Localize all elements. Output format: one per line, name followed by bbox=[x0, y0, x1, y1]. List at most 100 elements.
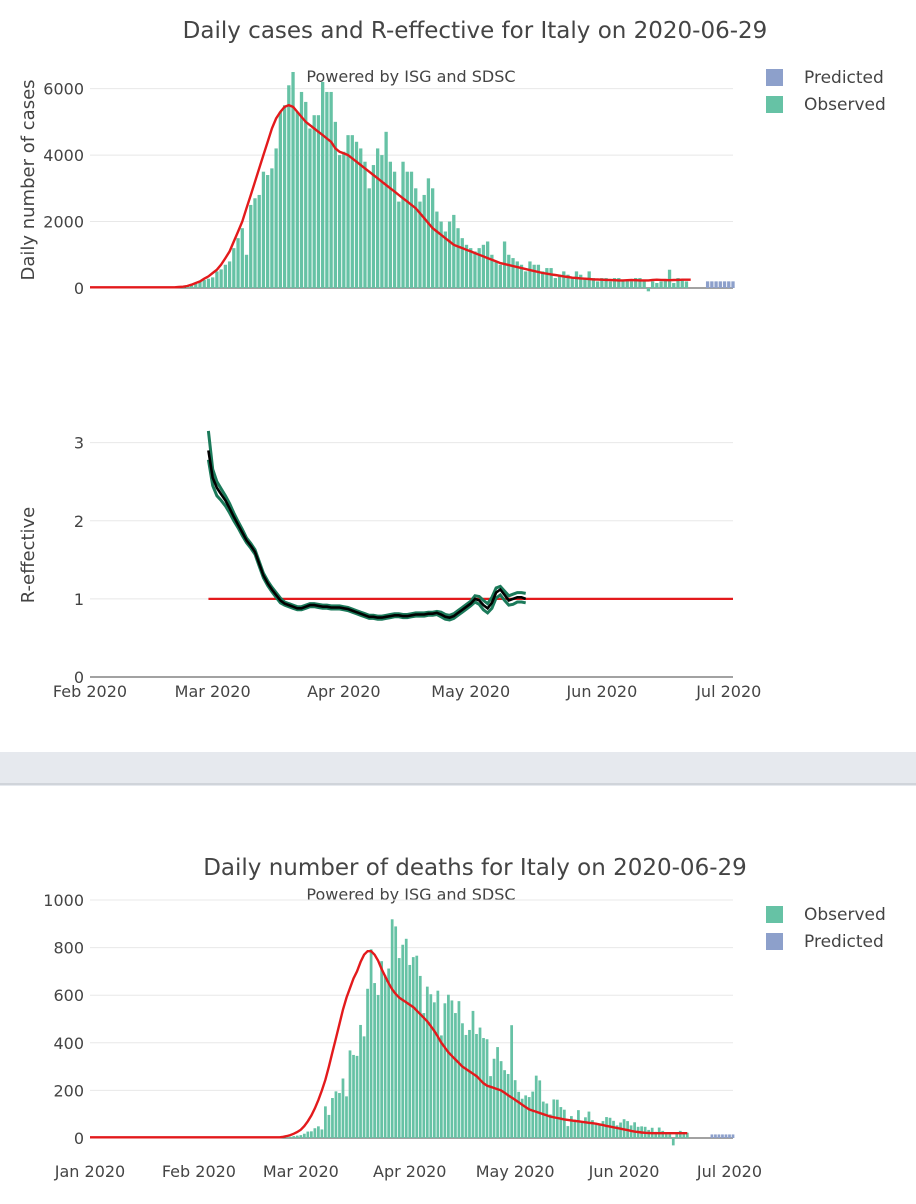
deaths-observed-bar[interactable] bbox=[461, 1023, 464, 1138]
cases-observed-bar[interactable] bbox=[274, 148, 277, 288]
deaths-observed-bar[interactable] bbox=[310, 1131, 313, 1138]
cases-observed-bar[interactable] bbox=[494, 261, 497, 288]
deaths-observed-bar[interactable] bbox=[387, 969, 390, 1138]
deaths-observed-bar[interactable] bbox=[377, 995, 380, 1138]
cases-observed-bar[interactable] bbox=[313, 115, 316, 288]
cases-predicted-bar[interactable] bbox=[706, 281, 709, 288]
deaths-observed-bar[interactable] bbox=[510, 1025, 513, 1138]
deaths-observed-bar[interactable] bbox=[507, 1074, 510, 1138]
cases-observed-bar[interactable] bbox=[224, 265, 227, 288]
deaths-observed-bar[interactable] bbox=[528, 1097, 531, 1138]
deaths-observed-bar[interactable] bbox=[415, 956, 418, 1138]
cases-observed-bar[interactable] bbox=[473, 251, 476, 288]
cases-observed-bar[interactable] bbox=[211, 277, 214, 288]
deaths-observed-bar[interactable] bbox=[588, 1112, 591, 1138]
cases-observed-bar[interactable] bbox=[317, 115, 320, 288]
cases-observed-bar[interactable] bbox=[533, 265, 536, 288]
deaths-observed-bar[interactable] bbox=[331, 1098, 334, 1138]
cases-observed-bar[interactable] bbox=[414, 188, 417, 288]
deaths-observed-bar[interactable] bbox=[352, 1055, 355, 1138]
cases-observed-bar[interactable] bbox=[571, 278, 574, 288]
deaths-observed-bar[interactable] bbox=[429, 994, 432, 1138]
cases-observed-bar[interactable] bbox=[262, 172, 265, 288]
cases-observed-bar[interactable] bbox=[528, 261, 531, 288]
cases-observed-bar[interactable] bbox=[384, 132, 387, 288]
cases-observed-bar[interactable] bbox=[456, 228, 459, 288]
cases-observed-bar[interactable] bbox=[435, 212, 438, 288]
deaths-predicted-bar[interactable] bbox=[732, 1134, 735, 1138]
cases-observed-bar[interactable] bbox=[621, 281, 624, 288]
deaths-predicted-bar[interactable] bbox=[714, 1134, 717, 1138]
deaths-observed-bar[interactable] bbox=[419, 976, 422, 1138]
deaths-observed-bar[interactable] bbox=[535, 1076, 538, 1138]
deaths-observed-bar[interactable] bbox=[426, 987, 429, 1138]
deaths-observed-bar[interactable] bbox=[524, 1095, 527, 1138]
cases-observed-bar[interactable] bbox=[266, 175, 269, 288]
deaths-observed-bar[interactable] bbox=[349, 1050, 352, 1138]
deaths-observed-bar[interactable] bbox=[595, 1124, 598, 1138]
deaths-observed-bar[interactable] bbox=[370, 949, 373, 1138]
deaths-observed-bar[interactable] bbox=[405, 939, 408, 1138]
cases-observed-bar[interactable] bbox=[279, 112, 282, 288]
cases-observed-bar[interactable] bbox=[241, 228, 244, 288]
cases-observed-bar[interactable] bbox=[452, 215, 455, 288]
cases-observed-bar[interactable] bbox=[376, 148, 379, 288]
cases-observed-bar[interactable] bbox=[270, 168, 273, 288]
cases-observed-bar[interactable] bbox=[236, 238, 239, 288]
cases-observed-bar[interactable] bbox=[359, 148, 362, 288]
deaths-observed-bar[interactable] bbox=[408, 965, 411, 1138]
cases-observed-bar[interactable] bbox=[427, 178, 430, 288]
deaths-observed-bar[interactable] bbox=[468, 1030, 471, 1138]
deaths-observed-bar[interactable] bbox=[292, 1136, 295, 1138]
cases-observed-bar[interactable] bbox=[219, 269, 222, 288]
deaths-observed-bar[interactable] bbox=[479, 1028, 482, 1138]
cases-observed-bar[interactable] bbox=[245, 255, 248, 288]
cases-observed-bar[interactable] bbox=[596, 281, 599, 288]
cases-observed-bar[interactable] bbox=[368, 188, 371, 288]
cases-observed-bar[interactable] bbox=[304, 102, 307, 288]
cases-observed-bar[interactable] bbox=[668, 270, 671, 288]
deaths-observed-bar[interactable] bbox=[679, 1131, 682, 1138]
deaths-observed-bar[interactable] bbox=[493, 1059, 496, 1138]
cases-observed-bar[interactable] bbox=[511, 258, 514, 288]
deaths-observed-bar[interactable] bbox=[458, 1001, 461, 1138]
deaths-observed-bar[interactable] bbox=[619, 1123, 622, 1138]
cases-observed-bar[interactable] bbox=[630, 281, 633, 288]
cases-predicted-bar[interactable] bbox=[727, 281, 730, 288]
deaths-predicted-bar[interactable] bbox=[711, 1134, 714, 1138]
cases-predicted-bars[interactable] bbox=[706, 281, 735, 288]
deaths-observed-bar[interactable] bbox=[496, 1047, 499, 1138]
deaths-observed-bar[interactable] bbox=[475, 1034, 478, 1138]
cases-observed-bar[interactable] bbox=[401, 162, 404, 288]
deaths-observed-bar[interactable] bbox=[500, 1061, 503, 1138]
deaths-observed-bar[interactable] bbox=[454, 1013, 457, 1138]
deaths-observed-bar[interactable] bbox=[384, 975, 387, 1138]
cases-observed-bar[interactable] bbox=[393, 172, 396, 288]
cases-observed-bar[interactable] bbox=[283, 105, 286, 288]
deaths-predicted-bar[interactable] bbox=[721, 1134, 724, 1138]
deaths-observed-bar[interactable] bbox=[514, 1080, 517, 1138]
deaths-observed-bar[interactable] bbox=[602, 1121, 605, 1138]
deaths-observed-bar[interactable] bbox=[363, 1036, 366, 1138]
deaths-observed-bar[interactable] bbox=[574, 1119, 577, 1138]
cases-observed-bar[interactable] bbox=[228, 261, 231, 288]
cases-observed-bar[interactable] bbox=[380, 155, 383, 288]
deaths-predicted-bars[interactable] bbox=[711, 1134, 735, 1138]
cases-observed-bar[interactable] bbox=[253, 198, 256, 288]
cases-observed-bar[interactable] bbox=[575, 271, 578, 288]
cases-observed-bar[interactable] bbox=[469, 248, 472, 288]
deaths-predicted-bar[interactable] bbox=[728, 1134, 731, 1138]
deaths-observed-bar[interactable] bbox=[672, 1138, 675, 1145]
deaths-observed-bar[interactable] bbox=[422, 1013, 425, 1138]
deaths-observed-bar[interactable] bbox=[436, 991, 439, 1138]
cases-observed-bar[interactable] bbox=[609, 281, 612, 288]
cases-observed-bar[interactable] bbox=[579, 275, 582, 288]
deaths-observed-bar[interactable] bbox=[398, 958, 401, 1138]
deaths-observed-bar[interactable] bbox=[447, 995, 450, 1138]
deaths-observed-bar[interactable] bbox=[517, 1092, 520, 1138]
deaths-observed-bar[interactable] bbox=[444, 1003, 447, 1138]
cases-observed-bar[interactable] bbox=[338, 155, 341, 288]
deaths-observed-bar[interactable] bbox=[401, 945, 404, 1138]
cases-observed-bar[interactable] bbox=[215, 271, 218, 288]
deaths-observed-bar[interactable] bbox=[342, 1079, 345, 1139]
